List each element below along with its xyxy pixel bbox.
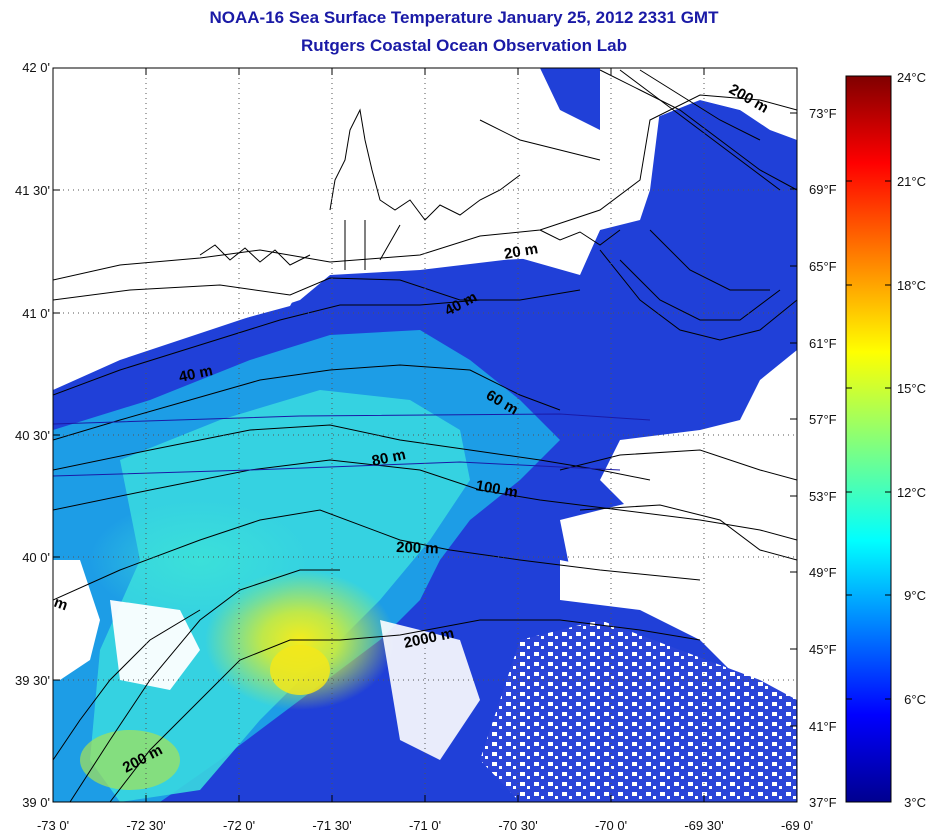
fahrenheit-label: 57°F	[809, 412, 837, 427]
fahrenheit-label: 37°F	[809, 795, 837, 810]
lon-label: -70 0'	[595, 818, 627, 833]
lat-label: 39 30'	[15, 673, 50, 688]
fahrenheit-label: 61°F	[809, 336, 837, 351]
cloud-mask-south	[480, 620, 797, 802]
axis-ticks	[53, 67, 797, 803]
celsius-label: 24°C	[897, 70, 926, 85]
map-subtitle: Rutgers Coastal Ocean Observation Lab	[301, 36, 627, 55]
celsius-label: 18°C	[897, 278, 926, 293]
fahrenheit-label: 65°F	[809, 259, 837, 274]
fahrenheit-label: 53°F	[809, 489, 837, 504]
bathymetry-contours	[53, 69, 797, 802]
lon-label: -69 0'	[781, 818, 813, 833]
fahrenheit-label: 49°F	[809, 565, 837, 580]
celsius-labels: 24°C 21°C 18°C 15°C 12°C 9°C 6°C 3°C	[897, 70, 926, 810]
lat-label: 42 0'	[22, 60, 50, 75]
celsius-label: 12°C	[897, 485, 926, 500]
celsius-label: 6°C	[904, 692, 926, 707]
lon-label: -72 0'	[223, 818, 255, 833]
celsius-label: 9°C	[904, 588, 926, 603]
lat-lon-grid	[53, 68, 797, 802]
depth-label: 80 m	[370, 446, 407, 470]
fahrenheit-label: 41°F	[809, 719, 837, 734]
lon-label: -71 30'	[312, 818, 351, 833]
lon-label: -71 0'	[409, 818, 441, 833]
lon-label: -69 30'	[684, 818, 723, 833]
lon-label: -70 30'	[498, 818, 537, 833]
celsius-label: 15°C	[897, 381, 926, 396]
fahrenheit-labels: 73°F 69°F 65°F 61°F 57°F 53°F 49°F 45°F …	[809, 106, 837, 810]
lat-label: 41 0'	[22, 306, 50, 321]
colorbar-ticks	[846, 180, 891, 700]
lon-label: -72 30'	[126, 818, 165, 833]
lat-label: 40 30'	[15, 428, 50, 443]
lat-label: 39 0'	[22, 795, 50, 810]
temperature-colorbar	[845, 75, 892, 803]
land-new-england	[53, 68, 797, 305]
lat-label: 41 30'	[15, 183, 50, 198]
longitude-labels: -73 0' -72 30' -72 0' -71 30' -71 0' -70…	[37, 818, 813, 833]
fahrenheit-label: 69°F	[809, 182, 837, 197]
sst-data-layer	[53, 68, 797, 802]
celsius-label: 21°C	[897, 174, 926, 189]
lat-label: 40 0'	[22, 550, 50, 565]
fahrenheit-label: 45°F	[809, 642, 837, 657]
depth-label: 20 m	[503, 240, 540, 263]
latitude-labels: 42 0' 41 30' 41 0' 40 30' 40 0' 39 30' 3…	[15, 60, 50, 810]
land-long-island	[53, 288, 300, 380]
depth-label: 40 m	[177, 362, 214, 386]
depth-label: m	[52, 594, 70, 615]
lon-label: -73 0'	[37, 818, 69, 833]
fahrenheit-label: 73°F	[809, 106, 837, 121]
transect-lines	[53, 413, 651, 477]
map-title: NOAA-16 Sea Surface Temperature January …	[209, 8, 719, 27]
celsius-label: 3°C	[904, 795, 926, 810]
depth-label: 200 m	[396, 539, 439, 557]
